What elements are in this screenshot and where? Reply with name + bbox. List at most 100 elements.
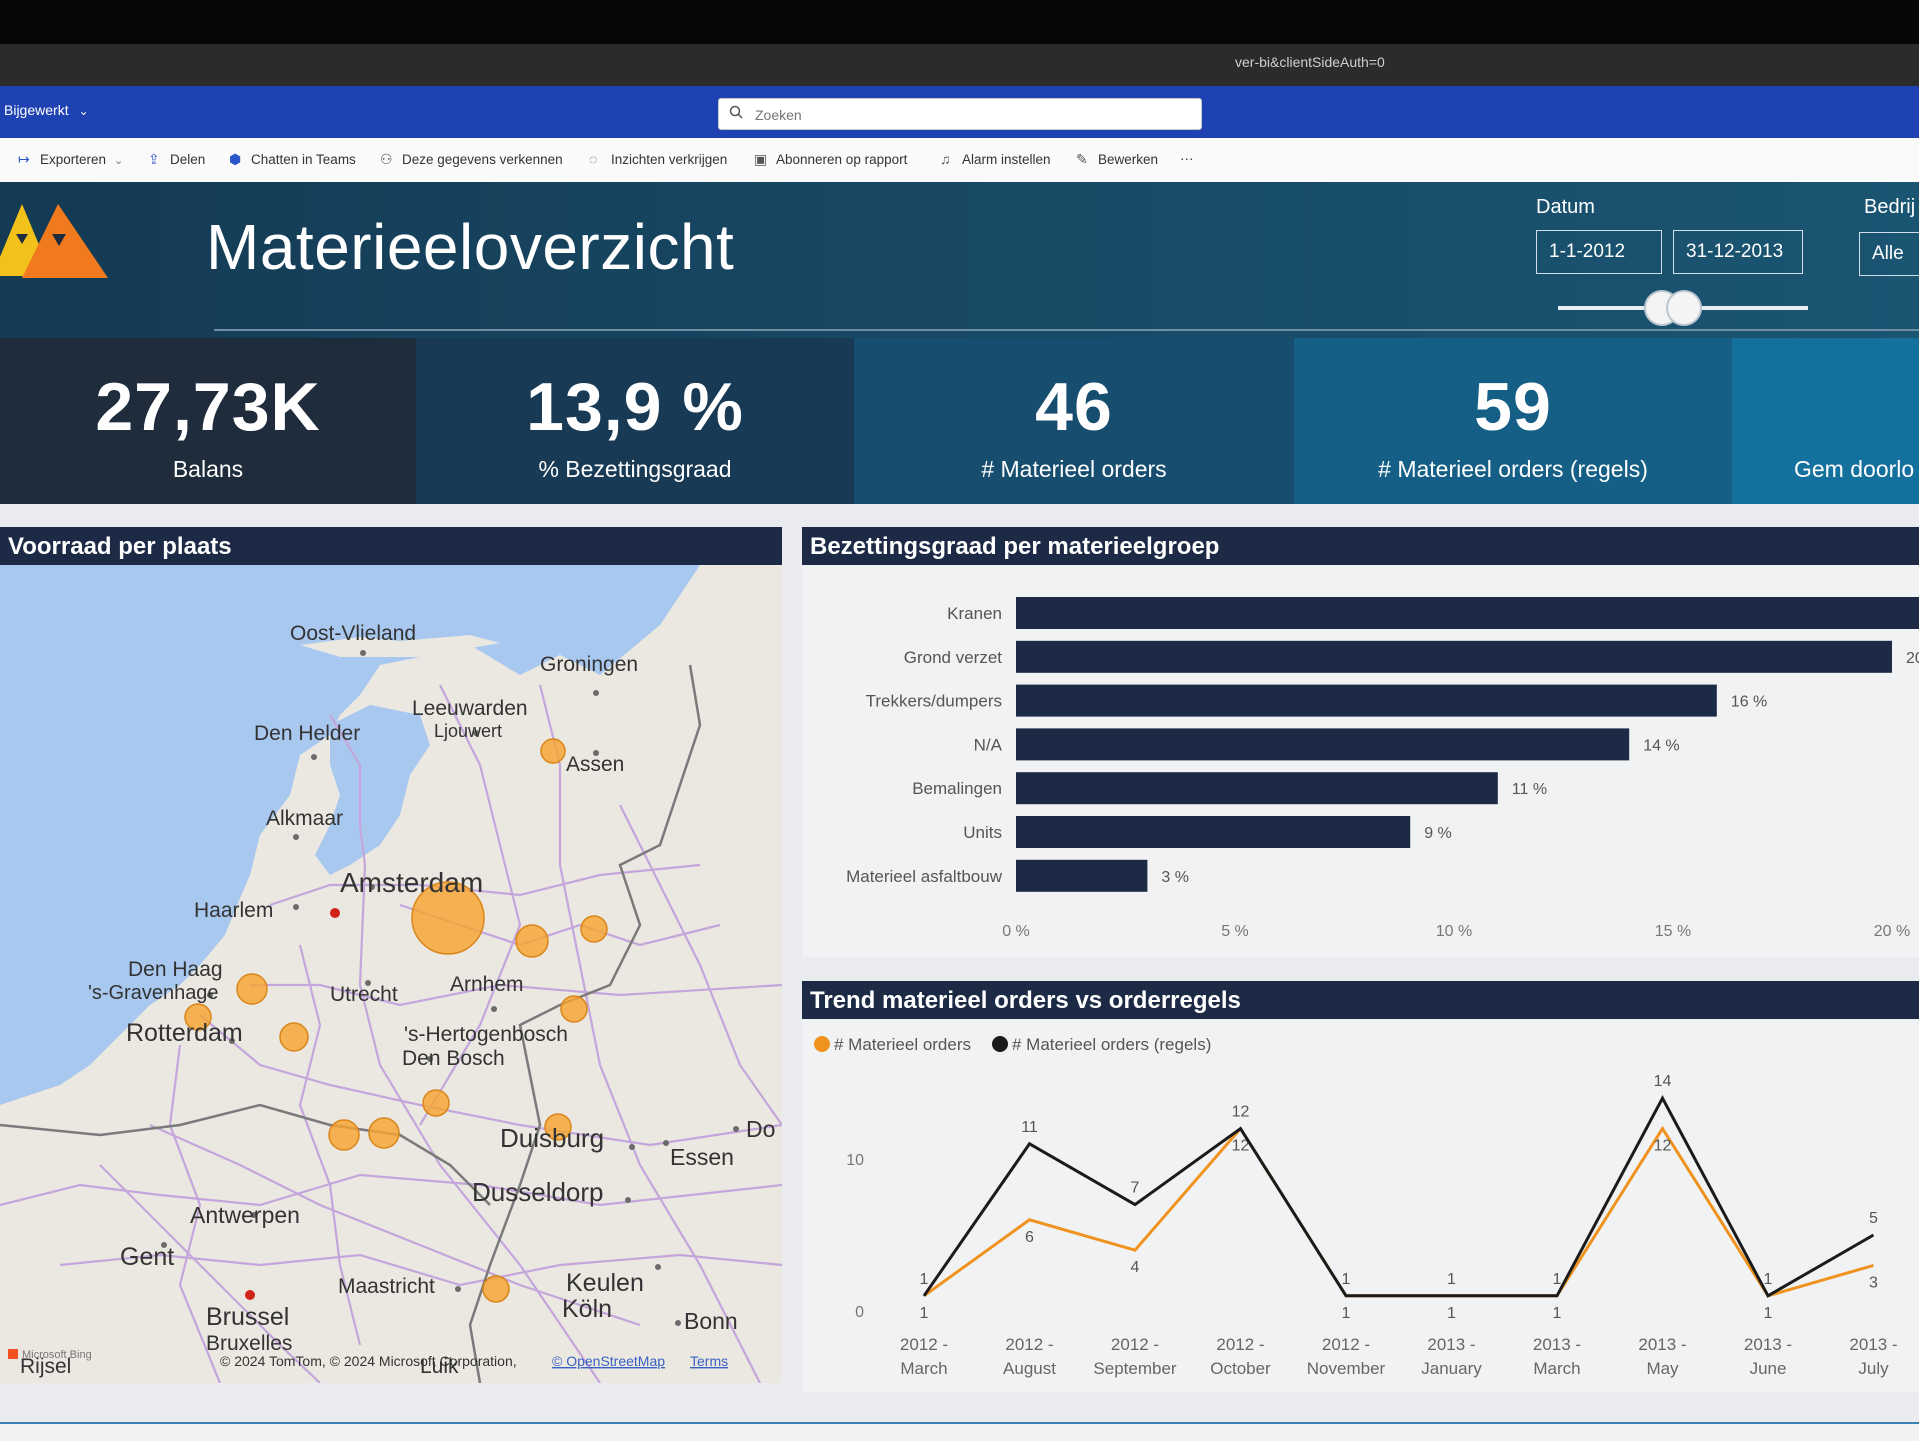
bar[interactable]	[1016, 684, 1717, 717]
series-line[interactable]	[922, 1095, 1875, 1298]
explore-data-button[interactable]: ⚇ Deze gegevens verkennen	[380, 151, 563, 168]
search-input[interactable]	[753, 103, 1187, 127]
bubble-den-bosch[interactable]	[422, 1089, 450, 1117]
kpi-card-avg-duration[interactable]: Gem doorlo	[1732, 338, 1919, 504]
bubble-breda[interactable]	[328, 1119, 360, 1151]
data-label: 1	[1553, 1271, 1562, 1288]
date-from-input[interactable]: 1-1-2012	[1536, 230, 1662, 274]
bar-chart-panel[interactable]: Kranen Grond verzet 20 Trekkers/dumpers 16 %…	[802, 565, 1919, 957]
bubble-venlo[interactable]	[544, 1113, 572, 1141]
road-network	[0, 684, 782, 1383]
city-label: Groningen	[540, 653, 638, 676]
kpi-label: Balans	[172, 456, 244, 482]
bubble-tilburg[interactable]	[368, 1117, 400, 1149]
teams-chat-button[interactable]: ⬢ Chatten in Teams	[229, 151, 356, 168]
bar[interactable]	[1016, 859, 1148, 892]
kpi-card-orders[interactable]: 46 # Materieel orders	[854, 338, 1294, 504]
city-label: Arnhem	[450, 973, 524, 996]
bar[interactable]	[1016, 728, 1630, 761]
bing-logo	[8, 1349, 18, 1359]
bar[interactable]	[1016, 597, 1919, 629]
data-label: 5	[1869, 1210, 1878, 1227]
x-tick-label: 10 %	[1436, 923, 1472, 940]
city-labels: Oost-Vlieland Groningen Leeuwarden Ljouw…	[20, 622, 775, 1378]
workspace-label: Bijgewerkt	[4, 102, 69, 118]
data-label: 1	[920, 1271, 929, 1288]
search-box[interactable]	[718, 98, 1202, 130]
bar-value-label: 14 %	[1643, 737, 1679, 754]
workspace-dropdown[interactable]: Bijgewerkt ⌄	[4, 102, 89, 118]
share-button[interactable]: ⇪ Delen	[148, 151, 205, 168]
bubble-den-haag[interactable]	[236, 973, 268, 1005]
city-label: Bonn	[684, 1308, 738, 1334]
kpi-card-occupancy[interactable]: 13,9 % % Bezettingsgraad	[416, 338, 854, 504]
city-label: 's-Gravenhage	[88, 982, 219, 1004]
bar-category-label: N/A	[974, 735, 1003, 754]
bubble-gravenhage[interactable]	[184, 1003, 212, 1031]
legend-label: # Materieel orders	[834, 1035, 971, 1054]
series-line[interactable]	[923, 1125, 1874, 1298]
city-label: Utrecht	[330, 983, 398, 1006]
kpi-card-balance[interactable]: 27,73K Balans	[0, 338, 416, 504]
line-chart-panel[interactable]: # Materieel orders # Materieel orders (re…	[802, 1020, 1919, 1392]
browser-url-bar[interactable]: ver-bi&clientSideAuth=0	[0, 44, 1919, 86]
x-tick-label: 5 %	[1221, 923, 1249, 940]
x-tick-label: 2012 -March	[900, 1335, 948, 1378]
capital-dots	[245, 908, 340, 1300]
bar-chart-title: Bezettingsgraad per materieelgroep	[802, 527, 1919, 565]
bar-category-label: Materieel asfaltbouw	[846, 867, 1003, 886]
city-label: Alkmaar	[266, 807, 343, 830]
company-filter-dropdown[interactable]: Alle	[1859, 232, 1919, 276]
data-label: 12	[1654, 1138, 1672, 1155]
kpi-label: # Materieel orders	[981, 456, 1167, 482]
export-button[interactable]: ↦ Exporteren ⌄	[18, 151, 123, 168]
insights-button[interactable]: ◌ Inzichten verkrijgen	[589, 151, 727, 167]
bar-chart[interactable]: Kranen Grond verzet 20 Trekkers/dumpers 16 %…	[802, 565, 1919, 957]
map-canvas[interactable]: Oost-Vlieland Groningen Leeuwarden Ljouw…	[0, 565, 782, 1383]
bubble-maastricht[interactable]	[482, 1275, 510, 1303]
data-label: 6	[1025, 1229, 1034, 1246]
line-chart[interactable]: # Materieel orders # Materieel orders (re…	[802, 1020, 1919, 1392]
bubble-deventer[interactable]	[580, 915, 608, 943]
bar-value-label: 9 %	[1424, 825, 1452, 842]
edit-button[interactable]: ✎ Bewerken	[1076, 151, 1158, 168]
kpi-value: 59	[1474, 369, 1552, 445]
kpi-card-order-lines[interactable]: 59 # Materieel orders (regels)	[1294, 338, 1732, 504]
subscribe-icon: ▣	[754, 151, 768, 167]
data-label: 7	[1131, 1180, 1140, 1197]
attribution-text: © 2024 TomTom, © 2024 Microsoft Corporat…	[220, 1353, 517, 1369]
city-label: Antwerpen	[190, 1202, 300, 1228]
search-icon	[729, 105, 743, 119]
city-label: 's-Hertogenbosch	[404, 1023, 568, 1046]
bubble-amsterdam[interactable]	[411, 881, 485, 955]
bubble-assen[interactable]	[540, 738, 566, 764]
map-visual[interactable]: Oost-Vlieland Groningen Leeuwarden Ljouw…	[0, 565, 782, 1383]
x-tick-label: 20 %	[1874, 923, 1910, 940]
kpi-value: 46	[1035, 369, 1113, 445]
data-label: 1	[1447, 1271, 1456, 1288]
subscribe-button[interactable]: ▣ Abonneren op rapport	[754, 151, 907, 168]
bar[interactable]	[1016, 816, 1411, 848]
bubble-arnhem[interactable]	[560, 995, 588, 1023]
more-options-button[interactable]: ···	[1180, 151, 1194, 166]
terms-link[interactable]: Terms	[690, 1353, 728, 1369]
map-title: Voorraad per plaats	[0, 527, 782, 565]
bar[interactable]	[1016, 772, 1498, 805]
date-to-input[interactable]: 31-12-2013	[1673, 230, 1803, 274]
city-label: Den Helder	[254, 722, 360, 745]
bar[interactable]	[1016, 640, 1892, 673]
bubble-apeldoorn[interactable]	[515, 924, 549, 958]
legend-marker	[814, 1036, 830, 1052]
x-tick-label: 2012 -November	[1307, 1335, 1386, 1378]
set-alert-button[interactable]: ♫ Alarm instellen	[940, 151, 1051, 167]
x-tick-label: 2013 -March	[1533, 1335, 1581, 1378]
kpi-value: 27,73K	[95, 369, 321, 445]
bubble-rotterdam[interactable]	[279, 1022, 309, 1052]
bar-value-label: 3 %	[1161, 869, 1189, 886]
osm-link[interactable]: © OpenStreetMap	[552, 1353, 665, 1369]
kpi-label: # Materieel orders (regels)	[1378, 456, 1648, 482]
date-slider-end-handle[interactable]	[1666, 290, 1702, 326]
data-label: 12	[1232, 1104, 1250, 1121]
stock-bubbles[interactable]	[184, 738, 608, 1303]
x-tick-label: 0 %	[1002, 923, 1030, 940]
